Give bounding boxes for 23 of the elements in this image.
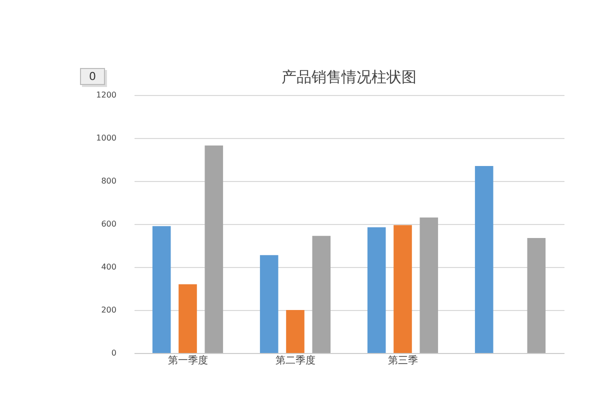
x-tick-label: 第二季度 [275, 354, 316, 366]
y-tick-label: 600 [101, 220, 116, 228]
bar [178, 284, 197, 353]
y-tick-label: 1000 [96, 134, 116, 142]
bar [152, 226, 171, 353]
bar [394, 225, 412, 353]
y-tick-label: 0 [111, 348, 116, 358]
bar [312, 236, 331, 353]
y-tick-label: 200 [101, 306, 116, 314]
bar [474, 166, 494, 353]
bar [260, 255, 278, 353]
y-tick-label: 800 [101, 176, 116, 186]
bar [420, 218, 438, 353]
bar [527, 238, 546, 353]
y-tick-label: 400 [101, 262, 116, 272]
x-tick-label: 第三季 [388, 354, 418, 366]
chart-title: 产品销售情况柱状图 [282, 68, 416, 86]
bar [204, 146, 224, 353]
y-tick-label: 1200 [96, 90, 116, 100]
bar [367, 227, 386, 353]
text: 0 [80, 68, 105, 85]
x-tick-label: 第一季度 [168, 354, 208, 366]
bar [286, 310, 304, 353]
